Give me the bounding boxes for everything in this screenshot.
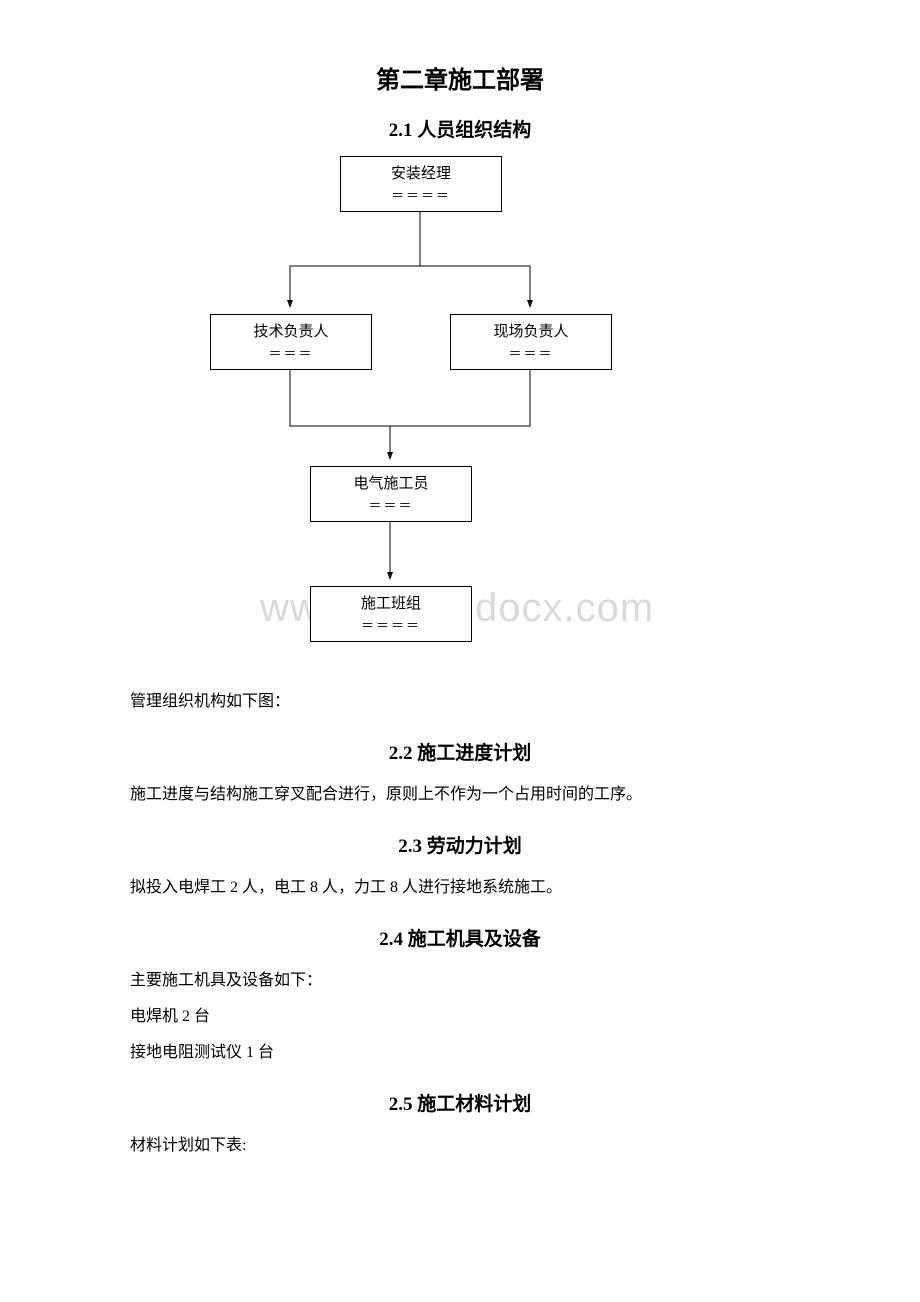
node-sub: ＝＝＝ <box>311 496 471 516</box>
node-sub: ＝＝＝＝ <box>341 186 501 206</box>
paragraph-labor: 拟投入电焊工 2 人，电工 8 人，力工 8 人进行接地系统施工。 <box>130 872 790 904</box>
node-install-manager: 安装经理 ＝＝＝＝ <box>340 156 502 212</box>
paragraph-org-caption: 管理组织机构如下图： <box>130 686 790 718</box>
org-flowchart: www. docx.com 安装经理 ＝＝＝＝ 技术负责人 ＝＝＝ <box>170 156 670 676</box>
node-site-lead: 现场负责人 ＝＝＝ <box>450 314 612 370</box>
node-label: 电气施工员 <box>311 473 471 496</box>
node-construction-team: 施工班组 ＝＝＝＝ <box>310 586 472 642</box>
node-label: 安装经理 <box>341 163 501 186</box>
document-page: 第二章施工部署 2.1 人员组织结构 www. docx.com 安装经理 ＝＝… <box>0 0 920 1226</box>
paragraph-material: 材料计划如下表: <box>130 1130 790 1162</box>
node-label: 技术负责人 <box>211 321 371 344</box>
node-label: 施工班组 <box>311 593 471 616</box>
section-2-2-title: 2.2 施工进度计划 <box>130 738 790 765</box>
paragraph-equip-intro: 主要施工机具及设备如下： <box>130 965 790 997</box>
paragraph-welder: 电焊机 2 台 <box>130 1001 790 1033</box>
node-sub: ＝＝＝ <box>211 344 371 364</box>
node-sub: ＝＝＝ <box>451 344 611 364</box>
node-tech-lead: 技术负责人 ＝＝＝ <box>210 314 372 370</box>
section-2-3-title: 2.3 劳动力计划 <box>130 831 790 858</box>
section-2-1-title: 2.1 人员组织结构 <box>130 115 790 142</box>
paragraph-schedule: 施工进度与结构施工穿叉配合进行，原则上不作为一个占用时间的工序。 <box>130 779 790 811</box>
node-label: 现场负责人 <box>451 321 611 344</box>
section-2-5-title: 2.5 施工材料计划 <box>130 1089 790 1116</box>
node-sub: ＝＝＝＝ <box>311 616 471 636</box>
paragraph-tester: 接地电阻测试仪 1 台 <box>130 1037 790 1069</box>
node-electrical-worker: 电气施工员 ＝＝＝ <box>310 466 472 522</box>
chapter-title: 第二章施工部署 <box>130 60 790 95</box>
section-2-4-title: 2.4 施工机具及设备 <box>130 924 790 951</box>
